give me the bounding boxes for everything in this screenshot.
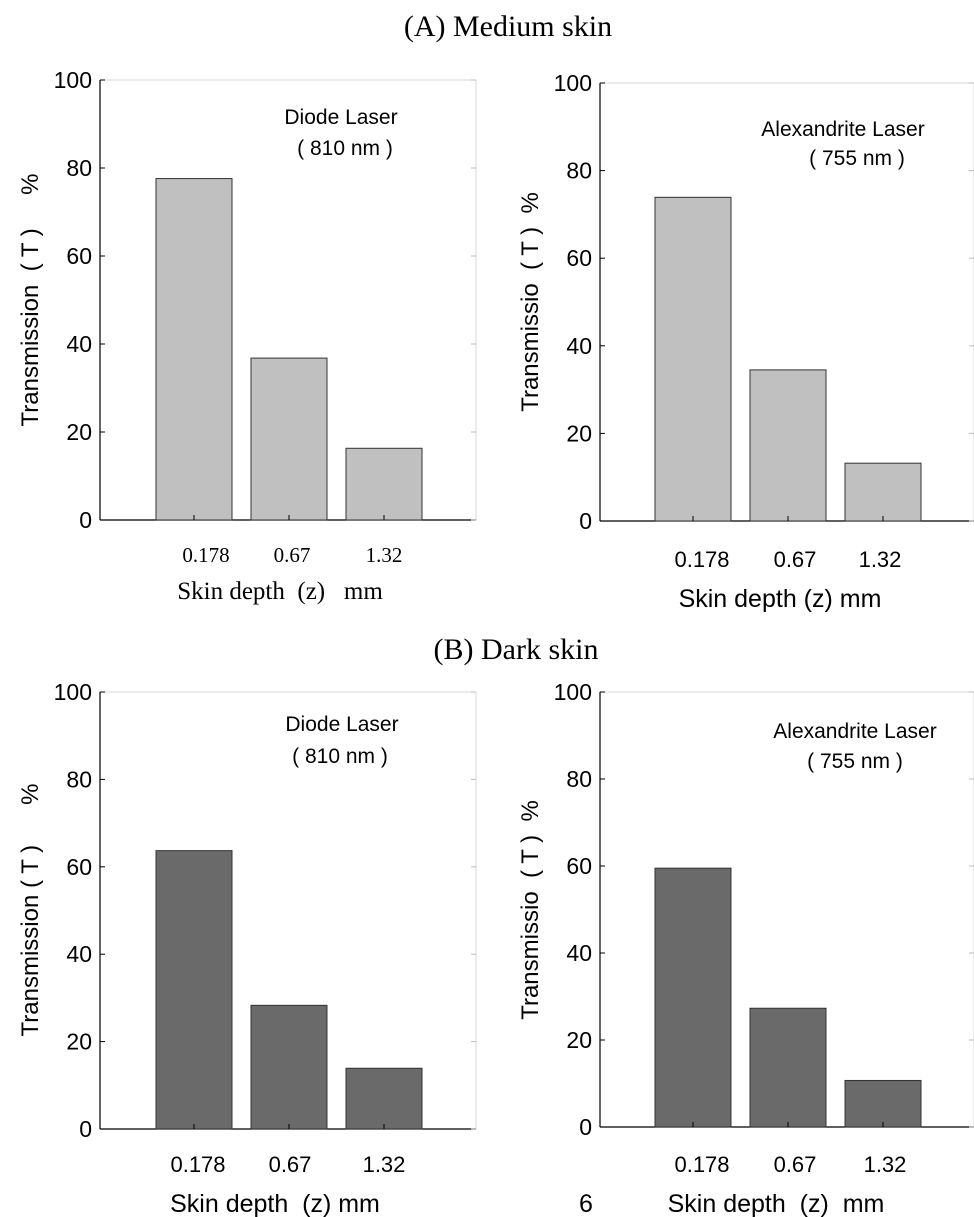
chart-panel-1: 0 20 40 60 80 100 0.178 0.67 1.32 Skin depth (z) … — [17, 67, 477, 605]
y-tick-label: 60 — [566, 245, 592, 271]
x-tick-label: 1.32 — [366, 543, 403, 567]
bar-3 — [844, 462, 922, 522]
y-tick-label: 40 — [66, 941, 92, 967]
y-axis-label: Transmissio ( T ) % — [517, 192, 544, 412]
y-tick-label: 80 — [66, 766, 92, 792]
x-tick-label: 1.32 — [864, 1152, 907, 1177]
annotation-line-2: ( 755 nm ) — [807, 750, 903, 773]
y-tick-label: 0 — [79, 1116, 92, 1142]
y-tick-label: 20 — [66, 419, 92, 445]
y-tick-label: 20 — [566, 1027, 592, 1053]
section-title-a: (A) Medium skin — [404, 10, 612, 43]
y-axis-label: Transmissio ( T ) % — [517, 800, 544, 1020]
x-tick-label: 0.178 — [674, 547, 729, 572]
y-tick-label: 0 — [79, 507, 92, 533]
bar-3 — [345, 1067, 423, 1130]
chart-panel-2: 0 20 40 60 80 100 0.178 0.67 1.32 Skin depth (z) … — [517, 70, 974, 613]
annotation-line-2: ( 810 nm ) — [292, 745, 388, 768]
annotation-line-2: ( 755 nm ) — [809, 147, 905, 170]
y-tick-label: 40 — [566, 940, 592, 966]
x-tick-label: 1.32 — [859, 547, 902, 572]
y-tick-label: 60 — [66, 854, 92, 880]
x-tick-label: 0.178 — [674, 1152, 729, 1177]
y-tick-label: 20 — [566, 420, 592, 446]
annotation-line-1: Diode Laser — [284, 106, 397, 129]
y-tick-label: 40 — [566, 333, 592, 359]
bar-1 — [155, 850, 233, 1130]
y-tick-label: 60 — [66, 243, 92, 269]
x-tick-label: 0.178 — [170, 1152, 225, 1177]
bar-2 — [250, 357, 328, 521]
bar-2 — [749, 369, 827, 522]
bar-3 — [345, 447, 423, 521]
x-tick-label: 0.67 — [269, 1152, 312, 1177]
y-tick-label: 80 — [566, 158, 592, 184]
x-axis-label: Skin depth (z) mm — [668, 1190, 885, 1217]
annotation-line-1: Diode Laser — [285, 713, 398, 736]
y-tick-label: 80 — [566, 766, 592, 792]
x-axis-label: Skin depth (z) mm — [170, 1190, 380, 1217]
y-tick-label: 0 — [579, 508, 592, 534]
y-tick-label: 100 — [54, 67, 92, 93]
x-axis-label: Skin depth (z) mm — [177, 578, 383, 605]
y-tick-label: 80 — [66, 155, 92, 181]
annotation-line-1: Alexandrite Laser — [761, 118, 924, 141]
y-axis-label: Transmission ( T ) % — [17, 174, 44, 427]
y-tick-label: 100 — [554, 679, 592, 705]
x-tick-label: 0.67 — [274, 543, 311, 567]
bar-2 — [250, 1004, 328, 1130]
y-axis-label: Transmission ( T ) % — [17, 784, 44, 1037]
bar-1 — [654, 196, 732, 522]
x-tick-label: 0.178 — [182, 543, 229, 567]
bar-1 — [155, 178, 233, 521]
y-tick-label: 100 — [54, 679, 92, 705]
chart-panel-4: 0 20 40 60 80 100 0.178 0.67 1.32 Skin depth (z) … — [517, 679, 974, 1217]
annotation-line-2: ( 810 nm ) — [297, 137, 393, 160]
y-tick-label: 100 — [554, 70, 592, 96]
x-tick-label: 0.67 — [774, 1152, 817, 1177]
x-axis-label: Skin depth (z) mm — [679, 585, 882, 613]
bar-2 — [749, 1007, 827, 1128]
y-tick-label: 20 — [66, 1029, 92, 1055]
y-tick-label: 0 — [579, 1114, 592, 1140]
section-title-b: (B) Dark skin — [434, 633, 599, 666]
page-number: 6 — [579, 1190, 593, 1217]
y-tick-label: 40 — [66, 331, 92, 357]
x-tick-label: 1.32 — [363, 1152, 406, 1177]
annotation-line-1: Alexandrite Laser — [773, 720, 936, 743]
y-tick-label: 60 — [566, 853, 592, 879]
x-tick-label: 0.67 — [774, 547, 817, 572]
bar-1 — [654, 867, 732, 1128]
chart-panel-3: 0 20 40 60 80 100 0.178 0.67 1.32 Skin depth (z) … — [17, 679, 477, 1217]
bar-3 — [844, 1079, 922, 1128]
